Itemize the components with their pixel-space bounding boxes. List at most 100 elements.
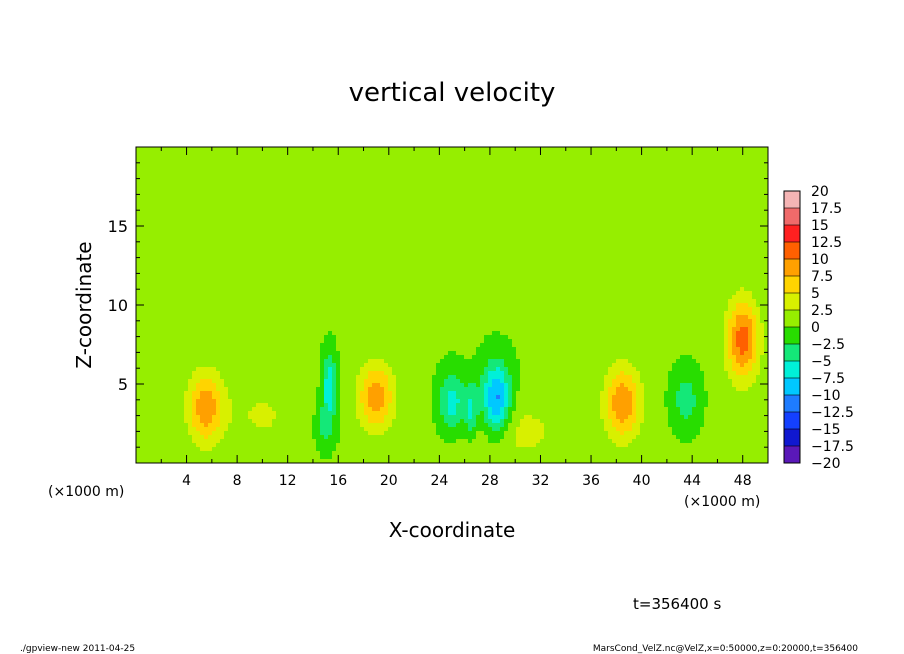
- heatmap-cell: [512, 267, 517, 272]
- heatmap-cell: [680, 203, 685, 208]
- heatmap-cell: [428, 251, 433, 256]
- heatmap-cell: [660, 227, 665, 232]
- heatmap-cell: [724, 263, 729, 268]
- heatmap-cell: [740, 175, 745, 180]
- heatmap-cell: [380, 175, 385, 180]
- heatmap-cell: [376, 231, 381, 236]
- heatmap-cell: [504, 243, 509, 248]
- heatmap-cell: [416, 155, 421, 160]
- heatmap-cell: [740, 227, 745, 232]
- heatmap-cell: [600, 159, 605, 164]
- heatmap-cell: [556, 267, 561, 272]
- heatmap-cell: [244, 259, 249, 264]
- heatmap-cell: [340, 191, 345, 196]
- heatmap-cell: [480, 243, 485, 248]
- heatmap-cell: [384, 211, 389, 216]
- heatmap-cell: [540, 155, 545, 160]
- heatmap-cell: [300, 147, 305, 152]
- heatmap-cell: [448, 219, 453, 224]
- heatmap-cell: [304, 243, 309, 248]
- heatmap-cell: [648, 163, 653, 168]
- heatmap-cell: [260, 255, 265, 260]
- heatmap-cell: [636, 167, 641, 172]
- heatmap-cell: [408, 155, 413, 160]
- heatmap-cell: [416, 207, 421, 212]
- heatmap-cell: [528, 183, 533, 188]
- heatmap-cell: [504, 187, 509, 192]
- heatmap-cell: [220, 195, 225, 200]
- heatmap-cell: [540, 207, 545, 212]
- heatmap-cell: [276, 155, 281, 160]
- heatmap-cell: [748, 255, 753, 260]
- heatmap-cell: [208, 171, 213, 176]
- heatmap-cell: [568, 263, 573, 268]
- heatmap-cell: [204, 247, 209, 252]
- heatmap-cell: [448, 159, 453, 164]
- heatmap-cell: [212, 243, 217, 248]
- heatmap-cell: [388, 147, 393, 152]
- heatmap-cell: [344, 239, 349, 244]
- heatmap-cell: [284, 251, 289, 256]
- heatmap-cell: [136, 219, 141, 224]
- heatmap-cell: [280, 171, 285, 176]
- heatmap-cell: [580, 235, 585, 240]
- heatmap-cell: [160, 191, 165, 196]
- heatmap-cell: [476, 255, 481, 260]
- heatmap-cell: [236, 199, 241, 204]
- heatmap-cell: [640, 239, 645, 244]
- heatmap-cell: [272, 211, 277, 216]
- heatmap-cell: [724, 243, 729, 248]
- heatmap-cell: [244, 183, 249, 188]
- heatmap-cell: [716, 199, 721, 204]
- heatmap-cell: [256, 251, 261, 256]
- heatmap-cell: [620, 207, 625, 212]
- heatmap-cell: [240, 247, 245, 252]
- heatmap-cell: [164, 223, 169, 228]
- heatmap-cell: [292, 159, 297, 164]
- heatmap-cell: [364, 175, 369, 180]
- heatmap-cell: [248, 191, 253, 196]
- heatmap-cell: [744, 151, 749, 156]
- heatmap-cell: [544, 215, 549, 220]
- heatmap-cell: [548, 171, 553, 176]
- heatmap-cell: [244, 179, 249, 184]
- heatmap-cell: [168, 203, 173, 208]
- heatmap-cell: [724, 235, 729, 240]
- heatmap-cell: [312, 159, 317, 164]
- heatmap-cell: [480, 255, 485, 260]
- heatmap-cell: [204, 243, 209, 248]
- heatmap-cell: [252, 259, 257, 264]
- heatmap-cell: [184, 271, 189, 276]
- heatmap-cell: [492, 199, 497, 204]
- heatmap-cell: [292, 227, 297, 232]
- heatmap-cell: [276, 243, 281, 248]
- heatmap-cell: [320, 263, 325, 268]
- heatmap-cell: [416, 151, 421, 156]
- heatmap-cell: [548, 151, 553, 156]
- heatmap-cell: [296, 223, 301, 228]
- heatmap-cell: [676, 171, 681, 176]
- heatmap-cell: [368, 247, 373, 252]
- heatmap-cell: [652, 251, 657, 256]
- heatmap-cell: [168, 259, 173, 264]
- heatmap-cell: [284, 159, 289, 164]
- heatmap-cell: [548, 223, 553, 228]
- heatmap-cell: [356, 167, 361, 172]
- heatmap-cell: [256, 247, 261, 252]
- heatmap-cell: [364, 167, 369, 172]
- heatmap-cell: [760, 231, 765, 236]
- heatmap-cell: [552, 171, 557, 176]
- heatmap-cell: [224, 171, 229, 176]
- heatmap-cell: [492, 243, 497, 248]
- heatmap-cell: [640, 179, 645, 184]
- heatmap-cell: [756, 219, 761, 224]
- heatmap-cell: [396, 199, 401, 204]
- heatmap-cell: [332, 175, 337, 180]
- heatmap-cell: [596, 227, 601, 232]
- heatmap-cell: [624, 259, 629, 264]
- heatmap-cell: [628, 223, 633, 228]
- heatmap-cell: [632, 247, 637, 252]
- heatmap-cell: [140, 151, 145, 156]
- heatmap-cell: [304, 203, 309, 208]
- heatmap-cell: [504, 259, 509, 264]
